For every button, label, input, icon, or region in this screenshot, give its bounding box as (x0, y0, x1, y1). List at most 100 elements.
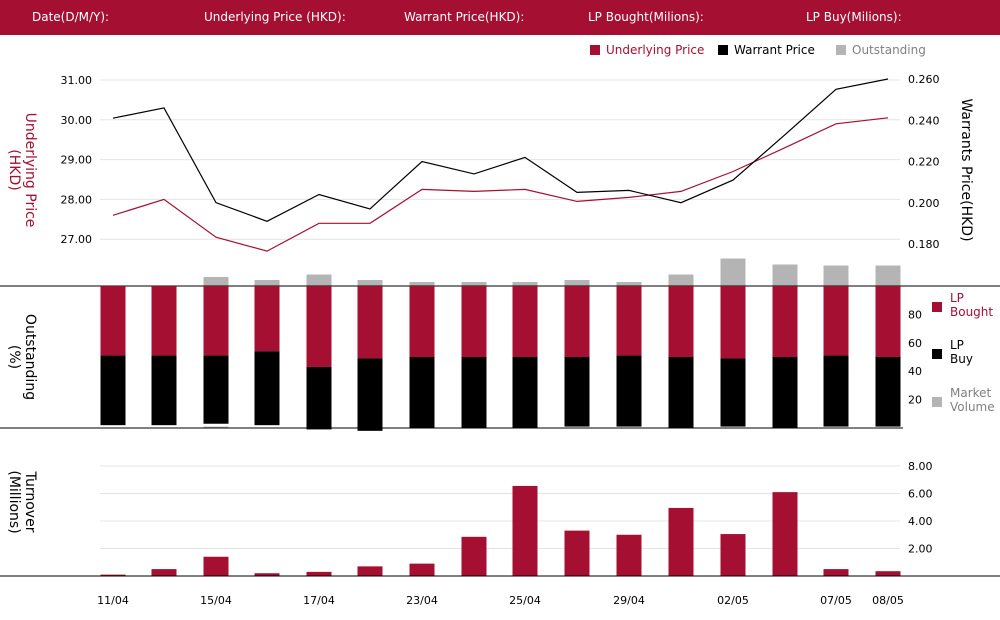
outstanding-bar (875, 265, 901, 286)
info-header: Date(D/M/Y): Underlying Price (HKD): War… (0, 0, 1000, 35)
legend-swatch (590, 45, 600, 55)
legend-swatch (718, 45, 728, 55)
y-axis-title-left: Underlying Price(HKD) (6, 113, 38, 228)
outstanding-bar (461, 282, 487, 286)
y-tick-right: 0.260 (908, 73, 940, 86)
lp-buy-bar (203, 355, 229, 424)
y-tick-bottom: 6.00 (908, 488, 933, 501)
turnover-bar (875, 571, 901, 576)
y-tick-right: 0.200 (908, 197, 940, 210)
legend-label: LP Bought (950, 291, 993, 319)
x-tick-label: 23/04 (406, 594, 438, 607)
lp-buy-bar (720, 358, 746, 427)
outstanding-bar (616, 282, 642, 286)
turnover-bar (772, 492, 798, 576)
outstanding-bar (823, 265, 849, 286)
lp-bought-bar (875, 286, 901, 357)
x-tick-label: 29/04 (613, 594, 645, 607)
lp-bought-bar (772, 286, 798, 357)
turnover-bar (100, 574, 126, 576)
legend-label: LP Buy (950, 338, 973, 366)
outstanding-bar (203, 277, 229, 286)
lp-buy-bar (100, 355, 126, 426)
y-axis-title-right: Warrants Price(HKD) (958, 98, 974, 241)
legend-label: Market Volume (950, 386, 995, 414)
lp-bought-bar (203, 286, 229, 356)
legend-swatch (932, 302, 942, 312)
lp-bought-bar (564, 286, 590, 357)
turnover-bar (823, 569, 849, 576)
lp-buy-bar (409, 357, 435, 428)
lp-bought-bar (306, 286, 332, 367)
market-volume-bar (203, 426, 229, 428)
turnover-bar (306, 571, 332, 576)
underlying-price-line (112, 117, 889, 252)
lp-bought-bar (616, 286, 642, 356)
turnover-bar (461, 536, 487, 576)
y-tick-mid: 40 (908, 365, 922, 378)
date-label: Date(D/M/Y): (32, 10, 110, 24)
turnover-bar (203, 556, 229, 576)
y-tick-mid: 20 (908, 394, 922, 407)
lp-bought-bar (461, 286, 487, 357)
x-tick-label: 11/04 (97, 594, 129, 607)
y-tick-right: 0.240 (908, 114, 940, 127)
legend-label: Outstanding (852, 43, 926, 57)
turnover-bar (616, 534, 642, 576)
y-axis-title-mid: Outstanding(%) (6, 314, 38, 400)
y-tick-left: 29.00 (61, 154, 93, 167)
y-tick-left: 31.00 (61, 74, 93, 87)
lp-buy-bar (306, 366, 332, 430)
x-tick-label: 17/04 (303, 594, 335, 607)
y-tick-bottom: 2.00 (908, 543, 933, 556)
lp-bought-bar (357, 286, 383, 359)
lp-buy-bar (512, 357, 538, 428)
y-tick-mid: 60 (908, 337, 922, 350)
lp-bought-bar (254, 286, 280, 352)
y-tick-right: 0.180 (908, 238, 940, 251)
turnover-bar (564, 530, 590, 576)
warrant-chart: 31.00 30.00 29.00 28.00 27.00 0.260 0.240 0.220… (0, 43, 1000, 607)
legend-swatch (836, 45, 846, 55)
outstanding-bar (668, 274, 694, 286)
lp-buy-bar (564, 357, 590, 427)
y-tick-left: 27.00 (61, 233, 93, 246)
lp-bought-bar (720, 286, 746, 359)
lp-buy-bar (357, 358, 383, 431)
warrant-price-label: Warrant Price(HKD): (404, 10, 525, 24)
legend-label: Warrant Price (734, 43, 815, 57)
x-tick-label: 07/05 (820, 594, 852, 607)
y-tick-right: 0.220 (908, 156, 940, 169)
turnover-bar (720, 534, 746, 576)
lp-buy-bar (875, 357, 901, 427)
lp-bought-bar (151, 286, 177, 356)
lp-buy-bar (461, 357, 487, 428)
y-tick-bottom: 4.00 (908, 515, 933, 528)
outstanding-bar (306, 274, 332, 286)
lp-bought-bar (409, 286, 435, 357)
outstanding-bar (357, 280, 383, 286)
y-tick-bottom: 8.00 (908, 460, 933, 473)
turnover-bar (357, 566, 383, 576)
lp-buy-bar (823, 355, 849, 427)
y-axis-title-bottom: Turnover(Millions) (6, 470, 38, 533)
warrant-price-line (112, 78, 889, 222)
turnover-bar (668, 507, 694, 576)
lp-bought-bar (100, 286, 126, 356)
outstanding-bar (409, 282, 435, 286)
outstanding-bar (254, 280, 280, 286)
y-tick-left: 28.00 (61, 193, 93, 206)
underlying-price-label: Underlying Price (HKD): (204, 10, 346, 24)
outstanding-bar (772, 264, 798, 286)
lp-bought-bar (823, 286, 849, 356)
outstanding-bar (720, 258, 746, 286)
turnover-bar (512, 485, 538, 576)
lp-bought-bar (668, 286, 694, 357)
legend-swatch (932, 349, 942, 359)
lp-buy-bar (151, 355, 177, 426)
x-tick-label: 25/04 (509, 594, 541, 607)
x-tick-label: 15/04 (200, 594, 232, 607)
y-tick-mid: 80 (908, 308, 922, 321)
lp-buy-bar (772, 357, 798, 428)
turnover-bar (409, 563, 435, 576)
